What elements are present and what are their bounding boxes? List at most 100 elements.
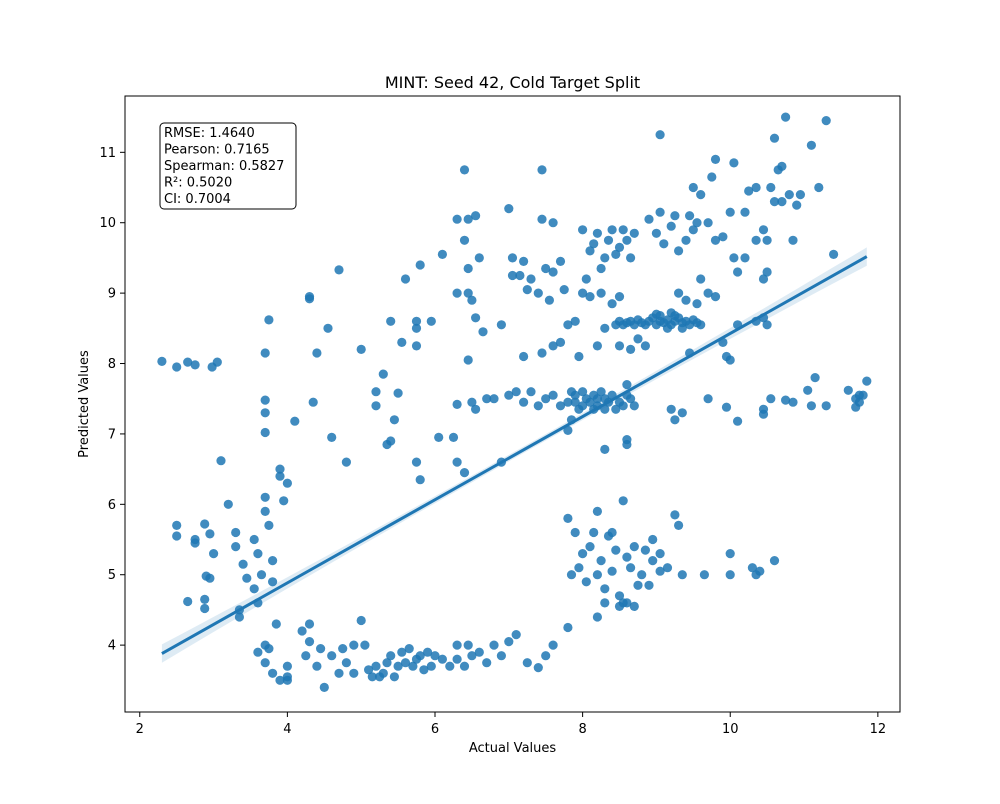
scatter-point xyxy=(400,274,411,284)
scatter-point xyxy=(644,580,654,590)
scatter-point xyxy=(703,218,713,228)
scatter-point xyxy=(622,235,632,245)
scatter-point xyxy=(200,519,210,529)
scatter-point xyxy=(758,225,769,235)
scatter-point xyxy=(260,408,270,418)
scatter-point xyxy=(356,344,366,354)
scatter-point xyxy=(467,295,477,305)
scatter-point xyxy=(452,640,462,650)
scatter-point xyxy=(319,682,329,693)
scatter-point xyxy=(216,456,226,466)
x-tick-label: 8 xyxy=(578,722,586,737)
scatter-point xyxy=(459,165,470,175)
scatter-point xyxy=(260,506,270,516)
scatter-point xyxy=(297,626,307,636)
scatter-point xyxy=(733,267,743,277)
scatter-point xyxy=(308,397,318,407)
scatter-point xyxy=(301,651,311,661)
scatter-point xyxy=(264,644,274,654)
scatter-point xyxy=(463,288,473,298)
scatter-point xyxy=(662,563,673,573)
scatter-point xyxy=(618,401,628,411)
scatter-point xyxy=(578,288,588,298)
scatter-point xyxy=(234,612,244,622)
scatter-point xyxy=(411,316,422,326)
scatter-point xyxy=(522,658,532,668)
scatter-point xyxy=(814,182,824,193)
scatter-point xyxy=(404,644,414,654)
metric-pearson: Pearson: 0.7165 xyxy=(164,143,270,158)
scatter-point xyxy=(769,197,780,207)
scatter-point xyxy=(721,402,732,412)
x-axis-ticks: 2 4 6 8 10 12 xyxy=(136,712,887,737)
scatter-point xyxy=(629,228,639,238)
scatter-point xyxy=(253,549,263,559)
scatter-point xyxy=(592,228,603,238)
scatter-point xyxy=(249,584,259,594)
scatter-point xyxy=(851,402,861,412)
scatter-point xyxy=(640,341,651,351)
scatter-point xyxy=(231,542,241,552)
scatter-point xyxy=(238,559,248,569)
scatter-point xyxy=(747,563,758,573)
scatter-point xyxy=(316,644,326,654)
scatter-point xyxy=(578,225,588,235)
scatter-point xyxy=(758,274,769,284)
scatter-point xyxy=(677,323,687,333)
scatter-point xyxy=(275,471,285,481)
scatter-point xyxy=(200,594,210,605)
scatter-point xyxy=(397,647,407,657)
scatter-point xyxy=(607,566,617,576)
scatter-point xyxy=(312,348,322,358)
scatter-point xyxy=(408,661,418,671)
scatter-point xyxy=(452,457,462,467)
scatter-point xyxy=(762,267,772,277)
scatter-point xyxy=(200,603,210,614)
scatter-point xyxy=(692,299,702,309)
scatter-point xyxy=(670,510,680,520)
scatter-point xyxy=(600,444,610,454)
scatter-point xyxy=(618,496,628,506)
scatter-point xyxy=(271,619,281,629)
scatter-point xyxy=(205,573,215,583)
plot-area-frame xyxy=(124,95,901,713)
scatter-point xyxy=(415,475,425,485)
scatter-point xyxy=(744,186,754,196)
scatter-point xyxy=(522,285,532,295)
scatter-point xyxy=(279,496,289,506)
scatter-point xyxy=(467,651,477,661)
scatter-point xyxy=(452,214,462,224)
scatter-point xyxy=(463,214,473,224)
scatter-point xyxy=(725,549,735,559)
x-tick-label: 12 xyxy=(870,722,887,737)
scatter-point xyxy=(777,197,787,207)
scatter-point xyxy=(600,598,610,608)
y-tick-label: 11 xyxy=(99,146,116,161)
scatter-point xyxy=(677,408,687,418)
scatter-point xyxy=(563,397,573,407)
scatter-point xyxy=(725,570,735,580)
scatter-point xyxy=(858,390,868,400)
scatter-point xyxy=(371,661,381,671)
scatter-point xyxy=(511,630,521,640)
scatter-point xyxy=(212,357,222,367)
scatter-point xyxy=(696,274,706,284)
scatter-point xyxy=(769,556,780,566)
scatter-point xyxy=(622,598,632,608)
scatter-point xyxy=(482,658,492,668)
scatter-point xyxy=(729,253,739,263)
scatter-point xyxy=(256,570,267,580)
scatter-point xyxy=(688,182,698,193)
scatter-point xyxy=(463,640,473,650)
y-tick-label: 4 xyxy=(108,639,116,654)
scatter-point xyxy=(264,315,274,325)
scatter-point xyxy=(548,341,558,351)
scatter-point xyxy=(685,211,695,221)
scatter-point xyxy=(537,214,547,224)
x-tick-label: 4 xyxy=(283,722,291,737)
scatter-point xyxy=(452,288,462,298)
scatter-point xyxy=(585,542,595,552)
scatter-point xyxy=(386,651,396,661)
scatter-point xyxy=(589,239,599,249)
scatter-point xyxy=(264,520,274,531)
